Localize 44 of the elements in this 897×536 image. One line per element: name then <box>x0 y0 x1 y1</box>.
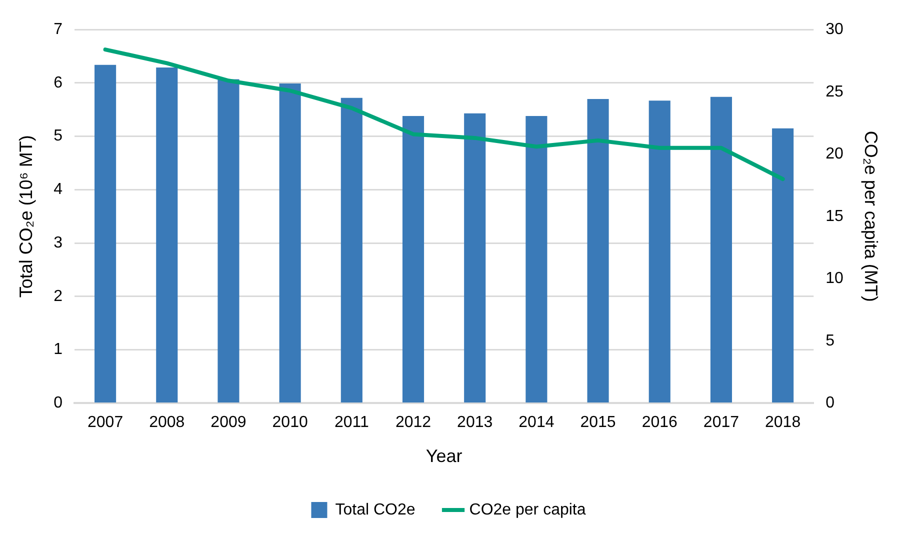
y-tick-label: 5 <box>54 128 63 145</box>
y-tick-label: 4 <box>54 181 63 198</box>
bar <box>340 98 362 402</box>
y2-tick-label: 0 <box>826 394 835 412</box>
x-tick-label: 2008 <box>149 414 185 432</box>
x-tick-label: 2013 <box>457 414 493 432</box>
x-tick-label: 2017 <box>703 414 740 432</box>
y2-tick-label: 25 <box>826 83 844 100</box>
y-tick-label: 0 <box>54 394 63 412</box>
x-tick-label: 2015 <box>580 414 616 432</box>
bar <box>648 100 670 402</box>
x-tick-label: 2009 <box>210 414 246 432</box>
bar <box>279 84 301 402</box>
bar <box>772 128 794 402</box>
y2-tick-label: 10 <box>826 270 844 288</box>
x-tick-label: 2010 <box>272 414 308 432</box>
legend-label: Total CO2e <box>335 501 416 518</box>
bar <box>156 67 178 402</box>
x-tick-label: 2012 <box>395 414 432 432</box>
y-tick-label: 2 <box>54 288 63 305</box>
x-tick-label: 2007 <box>88 414 124 432</box>
x-tick-label: 2018 <box>765 414 801 432</box>
bar <box>710 96 732 402</box>
y-tick-label: 7 <box>54 21 63 38</box>
x-tick-label: 2016 <box>642 414 678 432</box>
y2-axis-title: CO₂e per capita (MT) <box>861 130 882 302</box>
bar <box>464 113 486 402</box>
x-tick-label: 2011 <box>334 414 369 432</box>
y2-tick-label: 15 <box>826 208 844 225</box>
y-tick-label: 1 <box>54 341 63 358</box>
x-tick-label: 2014 <box>518 414 554 432</box>
x-axis-title: Year <box>426 446 462 466</box>
y2-tick-label: 20 <box>826 146 844 163</box>
y-tick-label: 3 <box>54 234 63 252</box>
bar <box>218 79 240 402</box>
bar <box>526 116 548 402</box>
y-axis-title: Total CO₂e (10⁶ MT) <box>16 135 36 298</box>
y-tick-label: 6 <box>54 74 63 92</box>
bar <box>587 98 609 402</box>
legend-label: CO2e per capita <box>469 501 586 518</box>
bar <box>94 64 116 402</box>
y2-tick-label: 30 <box>826 21 844 38</box>
bar <box>402 116 424 402</box>
y2-tick-label: 5 <box>826 332 835 350</box>
